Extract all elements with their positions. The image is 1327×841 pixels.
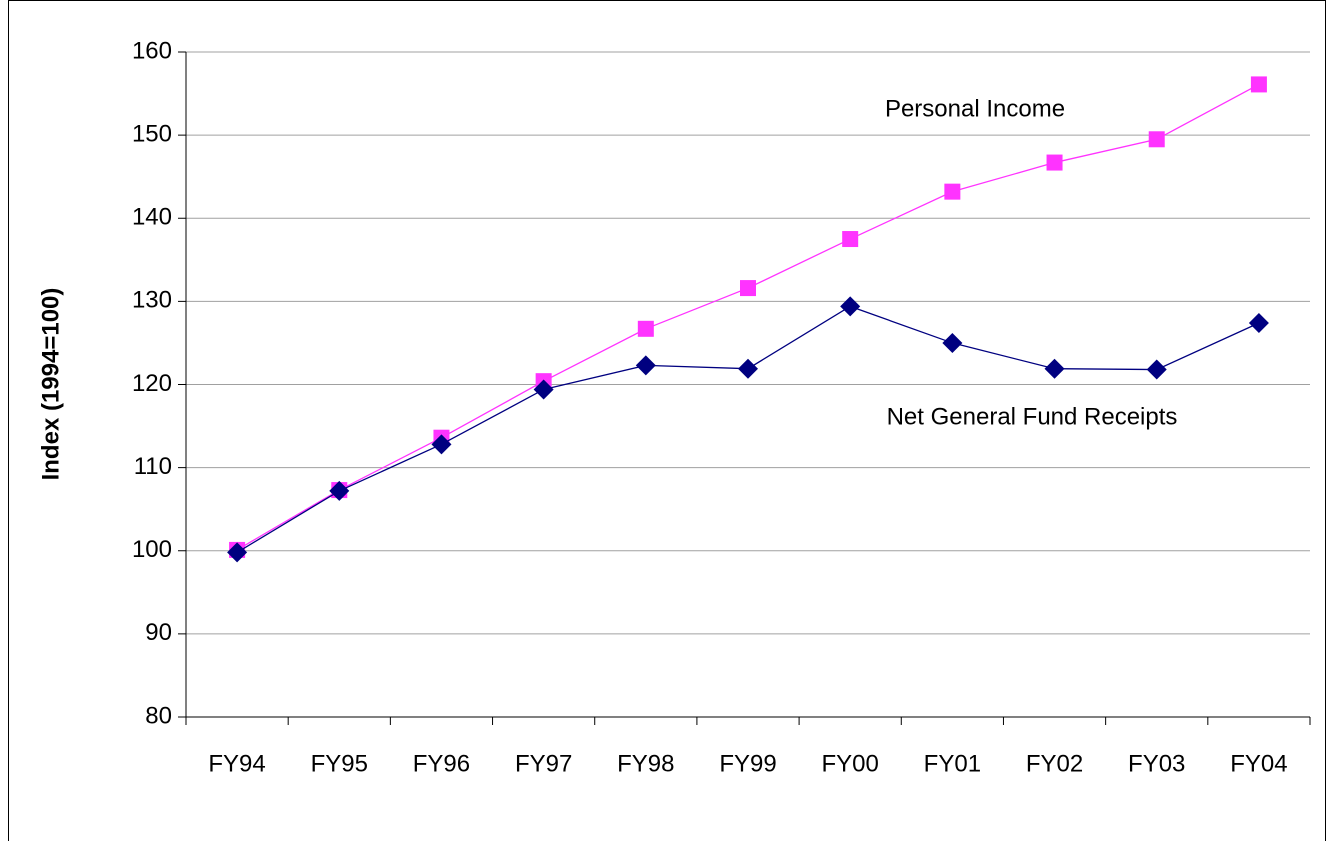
x-tick-label: FY95 <box>311 750 368 777</box>
y-tick-label: 90 <box>145 619 172 646</box>
y-tick-label: 130 <box>132 287 172 314</box>
y-tick-label: 80 <box>145 702 172 729</box>
point-marker <box>1248 312 1269 333</box>
series-label: Net General Fund Receipts <box>887 403 1178 430</box>
x-tick-label: FY97 <box>515 750 572 777</box>
x-tick-label: FY00 <box>821 750 878 777</box>
y-tick-label: 160 <box>132 37 172 64</box>
point-marker <box>1046 154 1063 171</box>
y-tick-label: 110 <box>134 453 172 480</box>
point-marker <box>1148 131 1165 148</box>
x-tick-label: FY01 <box>924 750 981 777</box>
x-tick-label: FY04 <box>1230 750 1287 777</box>
x-tick-label: FY94 <box>208 750 265 777</box>
point-marker <box>842 231 859 248</box>
x-tick-label: FY98 <box>617 750 674 777</box>
y-tick-label: 140 <box>132 204 172 231</box>
point-marker <box>637 320 654 337</box>
point-marker <box>740 280 756 297</box>
point-marker <box>944 183 961 200</box>
series-label: Personal Income <box>885 95 1065 122</box>
point-marker <box>738 358 758 379</box>
point-marker <box>840 296 861 317</box>
point-marker <box>329 480 350 501</box>
y-axis-title: Index (1994=100) <box>37 288 64 481</box>
x-tick-label: FY03 <box>1128 750 1185 777</box>
chart-frame <box>8 0 1326 841</box>
point-marker <box>1044 358 1065 379</box>
x-tick-label: FY02 <box>1026 750 1083 777</box>
point-marker <box>227 542 248 563</box>
x-tick-label: FY96 <box>413 750 470 777</box>
y-tick-label: 120 <box>132 370 172 397</box>
y-tick-label: 150 <box>132 120 172 147</box>
point-marker <box>431 434 452 455</box>
point-marker <box>635 355 656 376</box>
point-marker <box>1250 76 1267 93</box>
point-marker <box>533 379 554 400</box>
point-marker <box>942 332 963 353</box>
y-tick-label: 100 <box>132 536 172 563</box>
x-tick-label: FY99 <box>719 750 776 777</box>
point-marker <box>1146 359 1167 380</box>
